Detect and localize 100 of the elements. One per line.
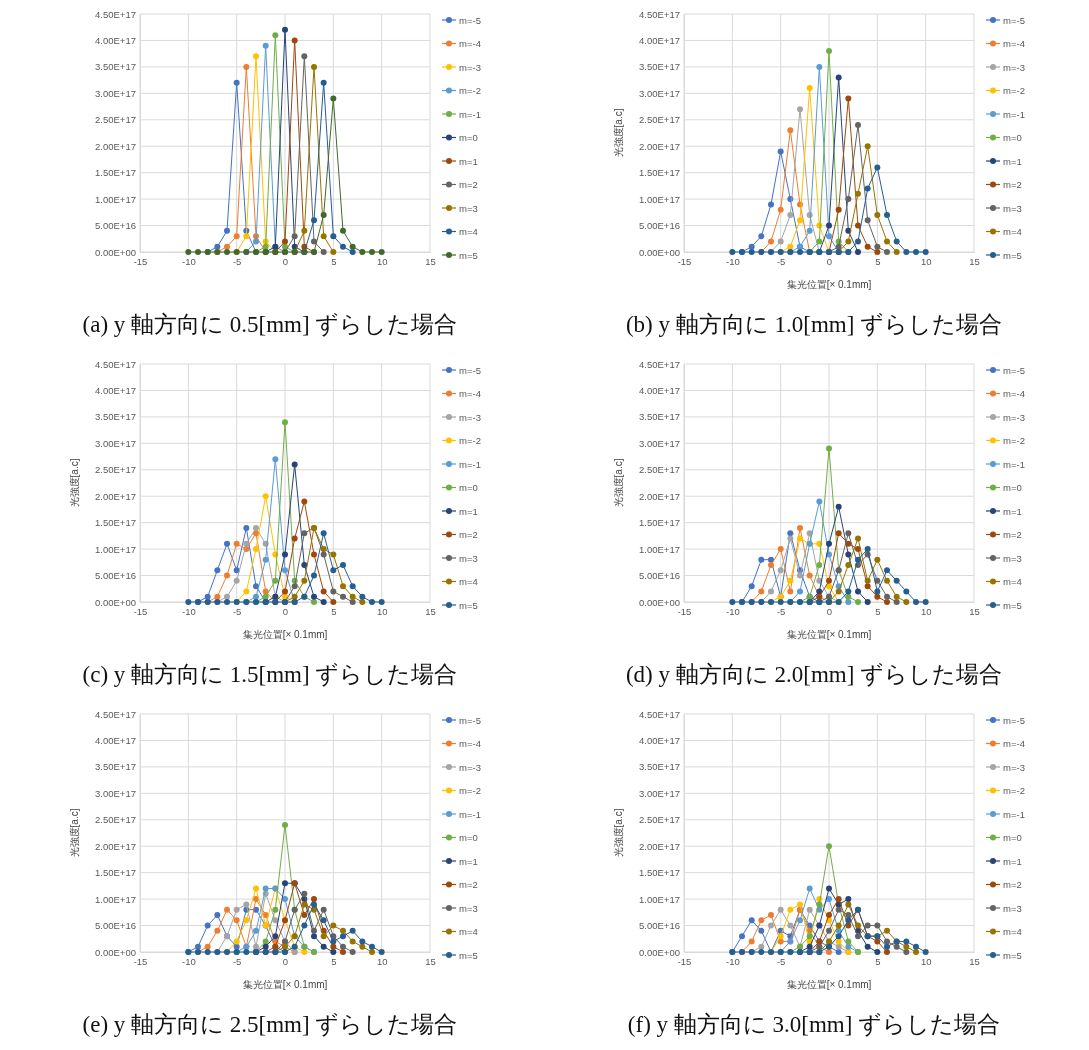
x-tick-label: -10	[181, 955, 196, 967]
legend-label: m=1	[459, 155, 478, 167]
y-tick-label: 1.00E+17	[639, 193, 680, 205]
x-tick-label: 15	[425, 605, 436, 617]
x-tick-label: 15	[425, 955, 436, 967]
y-tick-label: 1.00E+17	[95, 543, 136, 555]
y-tick-label: 4.50E+17	[639, 708, 680, 720]
text: (a) y 軸方向に 0.5[mm] ずらした場合	[82, 312, 458, 337]
legend-label: m=2	[1003, 879, 1022, 890]
y-tick-label: 1.00E+17	[639, 893, 680, 905]
y-tick-label: 2.50E+17	[639, 464, 680, 476]
y-tick-label: 1.00E+17	[95, 193, 136, 205]
legend-label: m=0	[459, 482, 478, 493]
legend-label: m=-3	[459, 61, 481, 73]
x-tick-label: -15	[677, 255, 692, 267]
legend-label: m=-3	[459, 761, 481, 773]
y-tick-label: 2.00E+17	[95, 140, 136, 152]
legend-label: m=-1	[1003, 108, 1025, 120]
y-tick-label: 4.00E+17	[95, 34, 136, 46]
x-tick-label: -10	[181, 255, 196, 267]
legend-label: m=5	[1003, 249, 1022, 261]
legend-label: m=4	[459, 576, 478, 587]
y-tick-label: 5.00E+16	[95, 220, 136, 232]
y-tick-label: 3.50E+17	[95, 61, 136, 73]
y-tick-label: 1.50E+17	[95, 517, 136, 529]
legend-label: m=-1	[459, 808, 481, 820]
legend-label: m=5	[459, 599, 478, 611]
legend-label: m=-2	[1003, 85, 1025, 96]
y-tick-label: 1.00E+17	[95, 893, 136, 905]
legend-label: m=-3	[1003, 61, 1025, 73]
y-tick-label: 3.00E+17	[639, 437, 680, 449]
x-tick-label: -5	[232, 255, 242, 267]
legend-label: m=3	[459, 202, 478, 214]
x-tick-label: 5	[875, 255, 881, 267]
legend-label: m=2	[459, 179, 478, 190]
y-tick-label: 4.00E+17	[95, 384, 136, 396]
x-axis-title: 集光位置[× 0.1mm]	[242, 629, 328, 640]
legend-label: m=-5	[459, 714, 481, 726]
y-tick-label: 3.00E+17	[95, 437, 136, 449]
legend-label: m=3	[1003, 202, 1022, 214]
x-tick-label: 0	[826, 955, 833, 967]
text: (d) y 軸方向に 2.0[mm] ずらした場合	[625, 662, 1003, 687]
legend-label: m=-1	[459, 458, 481, 470]
y-tick-label: 0.00E+00	[95, 946, 136, 958]
y-tick-label: 1.50E+17	[95, 867, 136, 879]
legend-label: m=-4	[1003, 38, 1025, 49]
legend-label: m=5	[1003, 949, 1022, 961]
x-tick-label: -15	[133, 255, 148, 267]
legend-label: m=4	[1003, 576, 1022, 587]
legend-label: m=-5	[1003, 14, 1025, 26]
x-tick-label: 15	[969, 955, 980, 967]
legend-label: m=-4	[459, 738, 481, 749]
x-tick-label: -15	[677, 605, 692, 617]
y-tick-label: 2.50E+17	[639, 814, 680, 826]
y-tick-label: 2.00E+17	[95, 840, 136, 852]
legend-label: m=-2	[1003, 785, 1025, 796]
y-tick-label: 2.00E+17	[639, 140, 680, 152]
y-tick-label: 4.50E+17	[639, 8, 680, 20]
y-axis-title: 光強度[a.c]	[613, 808, 624, 858]
x-tick-label: 15	[969, 605, 980, 617]
legend-label: m=-2	[459, 85, 481, 96]
legend-label: m=-5	[1003, 364, 1025, 376]
x-tick-label: -5	[776, 955, 786, 967]
text: (f) y 軸方向に 3.0[mm] ずらした場合	[627, 1012, 1001, 1037]
x-tick-label: -15	[677, 955, 692, 967]
legend-label: m=5	[459, 949, 478, 961]
legend-label: m=-2	[459, 785, 481, 796]
legend-label: m=4	[1003, 926, 1022, 937]
legend-label: m=0	[459, 132, 478, 143]
y-tick-label: 5.00E+16	[639, 220, 680, 232]
x-tick-label: 0	[826, 255, 833, 267]
text: (e) y 軸方向に 2.5[mm] ずらした場合	[82, 1012, 458, 1037]
x-tick-label: 5	[875, 955, 881, 967]
y-tick-label: 4.50E+17	[639, 358, 680, 370]
y-tick-label: 1.50E+17	[639, 867, 680, 879]
x-tick-label: 10	[920, 605, 932, 617]
y-tick-label: 5.00E+16	[95, 920, 136, 932]
legend-label: m=-2	[459, 435, 481, 446]
x-axis-title: 集光位置[× 0.1mm]	[786, 979, 872, 990]
legend-label: m=-1	[1003, 458, 1025, 470]
legend-label: m=2	[1003, 179, 1022, 190]
legend-label: m=5	[459, 249, 478, 261]
y-axis-title: 光強度[a.c]	[613, 458, 624, 508]
x-tick-label: 5	[331, 605, 337, 617]
legend-label: m=-3	[1003, 411, 1025, 423]
y-tick-label: 4.00E+17	[95, 734, 136, 746]
y-tick-label: 2.00E+17	[95, 490, 136, 502]
text: (c) y 軸方向に 1.5[mm] ずらした場合	[82, 662, 458, 687]
y-tick-label: 3.00E+17	[95, 787, 136, 799]
y-tick-label: 0.00E+00	[639, 946, 680, 958]
legend-label: m=4	[459, 226, 478, 237]
x-axis-title: 集光位置[× 0.1mm]	[786, 279, 872, 290]
x-tick-label: -5	[776, 255, 786, 267]
x-axis-title: 集光位置[× 0.1mm]	[242, 979, 328, 990]
legend-label: m=1	[459, 855, 478, 867]
x-tick-label: -15	[133, 955, 148, 967]
y-tick-label: 4.50E+17	[95, 8, 136, 20]
y-axis-title: 光強度[a.c]	[69, 808, 80, 858]
legend-label: m=3	[459, 902, 478, 914]
y-tick-label: 1.00E+17	[639, 543, 680, 555]
